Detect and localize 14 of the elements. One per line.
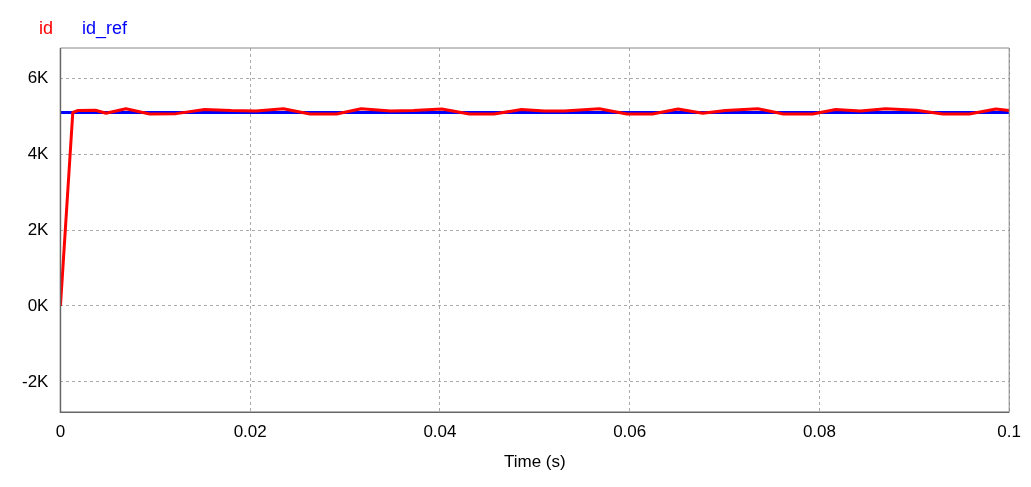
text: id_ref	[82, 17, 129, 39]
y-tick-label: -2K	[21, 371, 50, 391]
x-tick-label: 0.06	[613, 422, 647, 442]
x-tick-label: 0	[55, 422, 66, 442]
text: id	[39, 17, 54, 38]
y-tick-label: 4K	[27, 143, 50, 163]
x-tick-label: 0.04	[423, 422, 457, 442]
y-tick-label: 6K	[27, 68, 50, 88]
y-tick-label: 0K	[27, 295, 50, 315]
y-tick-label: 2K	[27, 219, 50, 239]
x-tick-label: 0.02	[233, 422, 267, 442]
x-axis-title: Time (s)	[503, 452, 566, 472]
x-tick-label: 0.08	[802, 422, 836, 442]
x-tick-label: 0.1	[997, 422, 1021, 442]
